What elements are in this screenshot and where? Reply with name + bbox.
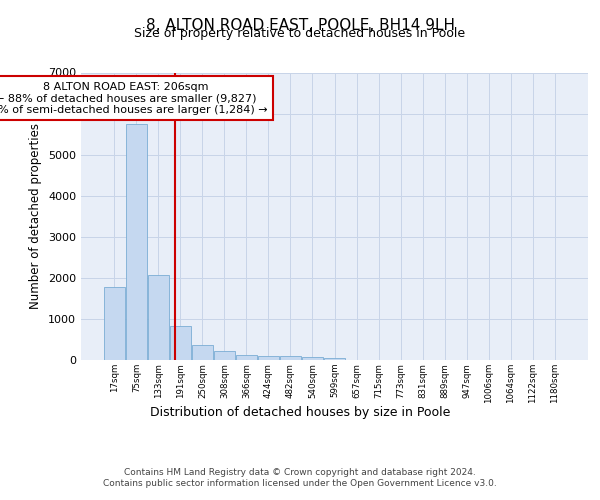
Bar — [302, 357, 323, 360]
Y-axis label: Number of detached properties: Number of detached properties — [29, 123, 43, 309]
Bar — [214, 351, 235, 360]
Bar — [280, 356, 301, 360]
Text: Contains HM Land Registry data © Crown copyright and database right 2024.: Contains HM Land Registry data © Crown c… — [124, 468, 476, 477]
Bar — [170, 326, 191, 360]
Bar — [104, 287, 125, 360]
Text: 8, ALTON ROAD EAST, POOLE, BH14 9LH: 8, ALTON ROAD EAST, POOLE, BH14 9LH — [146, 18, 455, 32]
Bar — [192, 345, 213, 360]
Text: 8 ALTON ROAD EAST: 206sqm
← 88% of detached houses are smaller (9,827)
12% of se: 8 ALTON ROAD EAST: 206sqm ← 88% of detac… — [0, 82, 268, 114]
Bar — [258, 356, 279, 360]
Bar — [236, 354, 257, 360]
Text: Contains public sector information licensed under the Open Government Licence v3: Contains public sector information licen… — [103, 480, 497, 488]
Text: Size of property relative to detached houses in Poole: Size of property relative to detached ho… — [134, 28, 466, 40]
Bar — [126, 124, 147, 360]
Bar — [148, 276, 169, 360]
Text: Distribution of detached houses by size in Poole: Distribution of detached houses by size … — [150, 406, 450, 419]
Bar — [324, 358, 345, 360]
